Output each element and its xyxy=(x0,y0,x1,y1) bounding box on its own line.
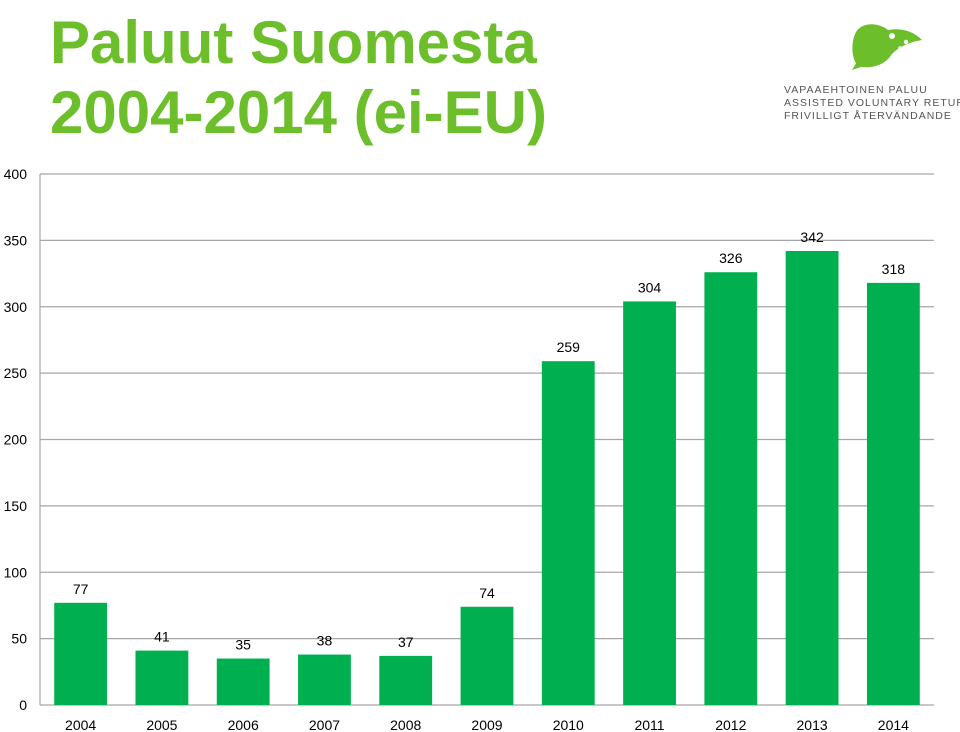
data-label-2007: 38 xyxy=(317,633,333,649)
x-tick-label-2008: 2008 xyxy=(390,717,421,732)
bar-2010 xyxy=(541,361,595,705)
x-axis-ticks: 2004 2005 2006 2007 2008 2009 2010 2011 2012 2013… xyxy=(65,717,909,732)
x-tick-label-2004: 2004 xyxy=(65,717,96,732)
data-label-2004: 77 xyxy=(73,581,89,597)
data-label-2005: 41 xyxy=(154,629,170,645)
bar-2013 xyxy=(785,250,839,705)
x-tick-label-2010: 2010 xyxy=(553,717,584,732)
data-label-2009: 74 xyxy=(479,585,495,601)
y-tick-label: 100 xyxy=(4,564,28,580)
y-tick-label: 200 xyxy=(4,432,28,448)
x-tick-label-2011: 2011 xyxy=(634,717,664,732)
grid-lines xyxy=(39,173,934,706)
bar-2008 xyxy=(379,655,433,705)
bar-2012 xyxy=(704,272,758,705)
logo-line-3: FRIVILLIGT ÅTERVÄNDANDE xyxy=(784,110,952,122)
x-tick-label-2006: 2006 xyxy=(228,717,259,732)
bar-2006 xyxy=(216,658,270,705)
logo-text: VAPAAEHTOINEN PALUU ASSISTED VOLUNTARY R… xyxy=(784,84,960,123)
data-label-2012: 326 xyxy=(719,250,743,266)
data-label-2008: 37 xyxy=(398,634,414,650)
bar-2007 xyxy=(298,654,351,705)
data-label-2013: 342 xyxy=(800,229,824,245)
x-tick-label-2014: 2014 xyxy=(878,717,909,732)
chart-title: Paluut Suomesta 2004-2014 (ei-EU) xyxy=(50,8,547,148)
y-tick-label: 350 xyxy=(4,232,28,248)
data-label-2010: 259 xyxy=(557,339,581,355)
y-tick-label: 50 xyxy=(11,631,27,647)
green-bird-icon xyxy=(852,24,922,70)
title-line-1: Paluut Suomesta xyxy=(50,9,537,76)
data-label-2014: 318 xyxy=(882,261,906,277)
x-tick-label-2007: 2007 xyxy=(309,717,340,732)
bar-2005 xyxy=(135,650,189,705)
x-tick-label-2012: 2012 xyxy=(715,717,746,732)
y-tick-label: 250 xyxy=(4,365,28,381)
y-tick-label: 300 xyxy=(4,299,28,315)
x-tick-label-2009: 2009 xyxy=(471,717,502,732)
y-tick-label: 150 xyxy=(4,498,28,514)
y-tick-label: 0 xyxy=(19,697,27,713)
x-tick-label-2013: 2013 xyxy=(797,717,828,732)
bar-2014 xyxy=(866,282,920,705)
title-line-2: 2004-2014 (ei-EU) xyxy=(50,79,547,146)
bar-2009 xyxy=(460,606,514,705)
logo-line-2: ASSISTED VOLUNTARY RETURN xyxy=(784,97,960,109)
bars xyxy=(54,250,920,705)
logo-line-1: VAPAAEHTOINEN PALUU xyxy=(784,84,928,96)
data-label-2011: 304 xyxy=(638,279,662,295)
bar-2004 xyxy=(54,602,108,705)
y-axis-ticks: 0 50 100 150 200 250 300 350 400 xyxy=(4,166,28,713)
bar-2011 xyxy=(623,301,676,705)
y-tick-label: 400 xyxy=(4,166,28,182)
data-label-2006: 35 xyxy=(235,637,251,653)
x-tick-label-2005: 2005 xyxy=(146,717,177,732)
data-labels: 77 41 35 38 37 74 259 304 326 342 318 xyxy=(73,229,905,653)
